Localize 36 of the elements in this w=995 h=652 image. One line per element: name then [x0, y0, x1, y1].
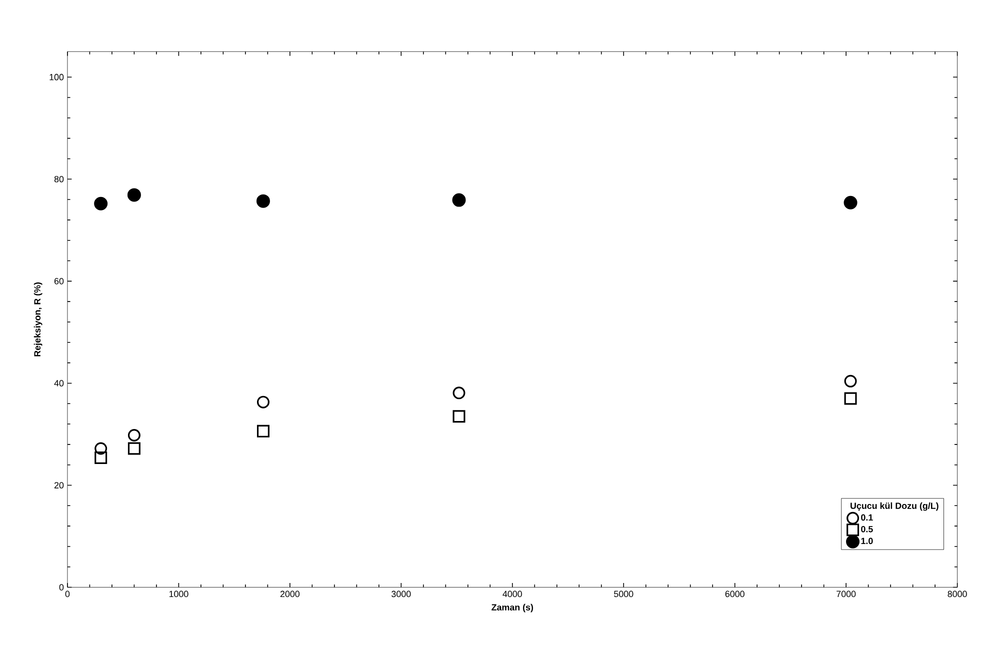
x-tick-label: 1000 — [169, 590, 188, 598]
x-tick-label: 3000 — [392, 590, 411, 598]
point — [127, 188, 141, 202]
legend-title: Uçucu kül Dozu (g/L) — [850, 502, 938, 511]
point — [844, 392, 857, 405]
point — [256, 194, 270, 208]
y-axis-title: Rejeksiyon, R (%) — [34, 282, 42, 356]
x-tick-label: 0 — [65, 590, 70, 598]
point — [94, 442, 108, 455]
y-tick-label: 100 — [50, 74, 64, 80]
legend-label: 0.1 — [861, 514, 873, 521]
point — [844, 196, 858, 210]
y-tick-label: 0 — [59, 584, 64, 591]
point — [128, 442, 140, 455]
point — [256, 396, 270, 408]
x-tick-label: 5000 — [614, 590, 634, 598]
x-tick-label: 6000 — [725, 590, 744, 598]
point — [128, 429, 140, 442]
point — [452, 193, 466, 207]
point — [94, 196, 108, 210]
legend-label: 1.0 — [861, 538, 873, 544]
x-axis-title: Zaman (s) — [492, 604, 534, 612]
x-tick-label: 4000 — [502, 590, 522, 598]
x-tick-label: 2000 — [280, 590, 300, 598]
point — [844, 375, 857, 388]
y-tick-label: 20 — [54, 482, 64, 489]
legend-label: 0.5 — [861, 526, 873, 532]
y-tick-label: 80 — [54, 176, 64, 182]
point — [94, 452, 108, 464]
y-tick-label: 40 — [54, 380, 64, 386]
x-tick-label: 7000 — [836, 590, 856, 598]
y-tick-label: 60 — [54, 278, 64, 284]
point — [452, 386, 466, 400]
x-tick-label: 8000 — [948, 590, 967, 598]
point — [452, 410, 466, 423]
point — [256, 425, 270, 438]
